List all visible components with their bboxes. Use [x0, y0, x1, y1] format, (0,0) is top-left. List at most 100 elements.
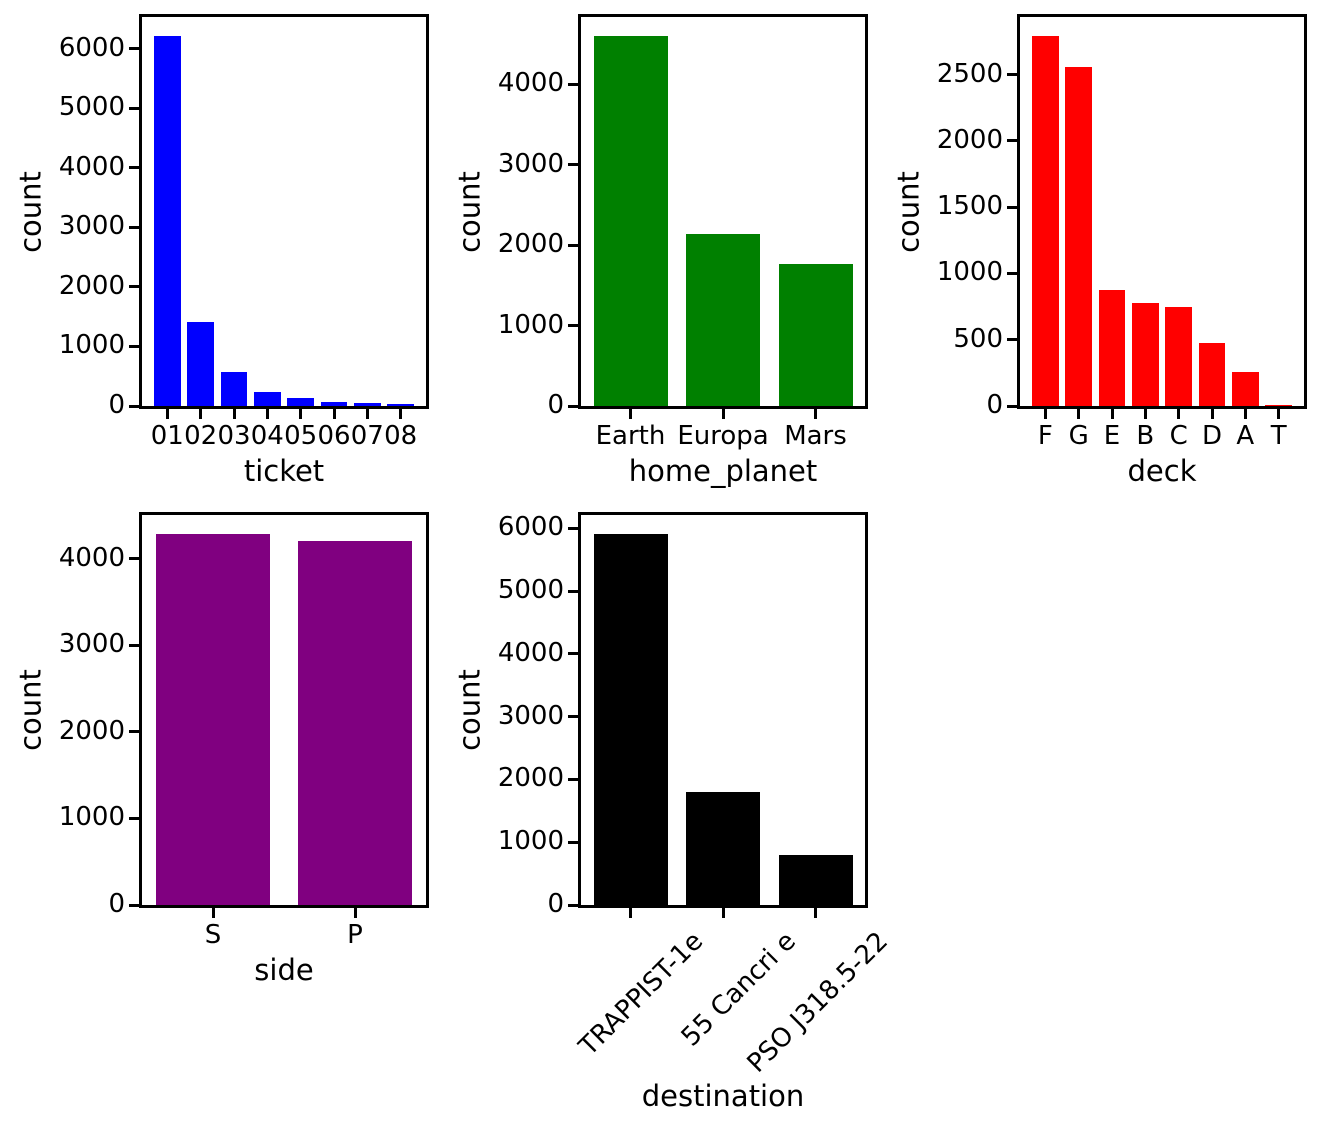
x-tick-label: 05: [284, 421, 318, 451]
x-tick-label: Mars: [784, 421, 847, 451]
plot-area-destination: 0 1000 2000 3000 4000 5000 6000 TRAPPIST-1e 55 C…: [452, 512, 894, 1113]
x-tick-mark: [1077, 409, 1081, 419]
x-tick-label: 02: [184, 421, 218, 451]
x-tick-mark: [1210, 409, 1214, 419]
y-tick-mark: [568, 840, 578, 844]
y-tick-label: 1000: [58, 802, 125, 833]
y-axis-label: count: [13, 669, 48, 751]
y-tick-label: 0: [986, 390, 1003, 421]
y-tick-mark: [568, 163, 578, 166]
x-tick-mark: [629, 908, 632, 918]
bar-b: [1132, 302, 1159, 406]
x-tick-mark: [1110, 409, 1114, 419]
x-tick-label: Europa: [677, 421, 769, 451]
bar-d: [1198, 342, 1226, 406]
bar-08: [387, 404, 414, 406]
y-tick-label: 6000: [58, 32, 125, 63]
y-tick-mark: [129, 344, 139, 348]
x-tick-mark: [1177, 409, 1181, 419]
plot-area-ticket: 0 1000 2000 3000 4000 5000 6000 01 02 03 04 05 06 07 0…: [13, 14, 429, 488]
y-tick-label: 4000: [58, 542, 125, 573]
y-axis-label: count: [452, 669, 487, 751]
bar-g: [1065, 66, 1092, 406]
y-axis-label: count: [891, 170, 926, 253]
bar-01: [154, 35, 181, 406]
y-tick-mark: [129, 404, 139, 408]
y-tick-mark: [568, 903, 578, 907]
y-tick-label: 0: [108, 390, 125, 421]
y-tick-label: 0: [108, 889, 125, 920]
x-tick-mark: [1277, 409, 1281, 419]
y-tick-mark: [1007, 73, 1017, 76]
y-tick-mark: [1007, 338, 1017, 342]
bar-02: [187, 321, 214, 406]
y-tick-mark: [129, 643, 139, 647]
y-tick-mark: [129, 225, 139, 229]
plot-area-home-planet: 0 1000 2000 3000 4000 Earth Europa Mars home_pla…: [452, 14, 868, 488]
y-tick-label: 2000: [497, 763, 564, 794]
bar-a: [1232, 372, 1259, 406]
y-tick-mark: [1007, 271, 1017, 275]
x-tick-mark: [353, 908, 357, 918]
y-tick-label: 3000: [497, 148, 564, 179]
y-tick-mark: [129, 106, 139, 110]
x-tick-label: 07: [350, 421, 384, 451]
x-tick-mark: [332, 409, 336, 419]
y-tick-mark: [568, 526, 578, 530]
y-tick-mark: [568, 324, 578, 327]
bar-s: [156, 533, 270, 905]
y-tick-mark: [129, 47, 139, 50]
y-tick-mark: [568, 589, 578, 593]
bar-europa: [686, 234, 760, 406]
y-tick-label: 2500: [936, 58, 1003, 89]
y-tick-label: 500: [953, 323, 1003, 354]
x-tick-label: F: [1037, 421, 1053, 451]
bar-c: [1165, 307, 1192, 406]
y-tick-label: 4000: [497, 637, 564, 668]
y-axis-label: count: [452, 170, 487, 253]
x-tick-mark: [814, 409, 817, 419]
x-tick-label: Earth: [595, 421, 666, 451]
bar-55-cancri-e: [686, 792, 760, 905]
bar-f: [1032, 35, 1059, 406]
y-tick-mark: [568, 404, 578, 408]
y-tick-mark: [568, 652, 578, 656]
x-tick-mark: [365, 409, 369, 419]
x-tick-label: E: [1103, 421, 1121, 451]
bar-earth: [593, 35, 668, 406]
x-tick-mark: [1243, 409, 1247, 419]
x-tick-mark: [211, 908, 215, 918]
y-tick-mark: [568, 82, 578, 86]
subplot-destination: 0 1000 2000 3000 4000 5000 6000 TRAPPIST-1e 55 C…: [452, 512, 894, 1113]
y-tick-label: 2000: [58, 715, 125, 746]
x-tick-mark: [399, 409, 403, 419]
x-tick-mark: [265, 409, 269, 419]
y-tick-label: 1000: [58, 330, 125, 361]
x-tick-mark: [1043, 409, 1047, 419]
bar-pso-j318.5-22: [778, 855, 853, 905]
y-tick-label: 1000: [497, 309, 564, 340]
y-tick-mark: [1007, 139, 1017, 143]
x-tick-label: B: [1136, 421, 1155, 451]
y-tick-label: 2000: [936, 124, 1003, 155]
y-tick-mark: [568, 715, 578, 719]
x-tick-mark: [199, 409, 203, 419]
y-tick-label: 2000: [497, 229, 564, 260]
y-tick-label: 0: [547, 390, 564, 421]
y-tick-mark: [1007, 404, 1017, 408]
y-tick-mark: [568, 243, 578, 247]
y-tick-label: 1000: [497, 826, 564, 857]
y-tick-label: 5000: [58, 92, 125, 123]
x-axis-label: side: [254, 953, 314, 987]
y-tick-label: 3000: [58, 211, 125, 242]
x-axis-label: ticket: [243, 454, 325, 488]
bar-06: [320, 401, 348, 406]
x-tick-mark: [232, 409, 236, 419]
x-tick-mark: [814, 908, 817, 918]
x-tick-label: G: [1068, 421, 1089, 451]
